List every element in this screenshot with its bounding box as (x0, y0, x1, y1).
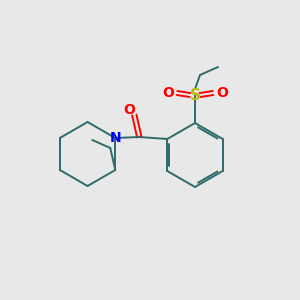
Text: O: O (216, 86, 228, 100)
Text: S: S (190, 88, 200, 103)
Text: O: O (123, 103, 135, 117)
Text: N: N (110, 131, 121, 145)
Text: O: O (162, 86, 174, 100)
